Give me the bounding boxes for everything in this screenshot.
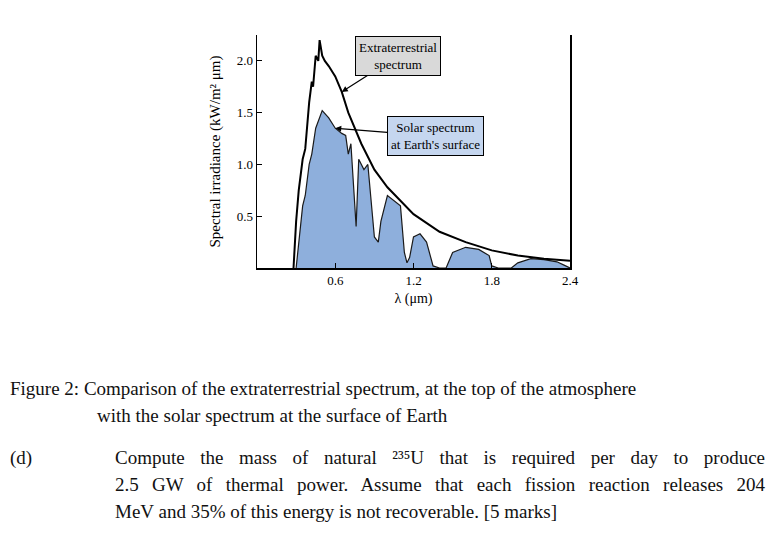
html-text:with the solar spectrum at the: with the solar spectrum at the surface o… (97, 405, 448, 426)
svg-text:λ (μm): λ (μm) (394, 291, 432, 307)
svg-text:2.4: 2.4 (562, 273, 579, 288)
svg-text:1.5: 1.5 (237, 105, 253, 120)
svg-text:Spectral irradiance (kW/m² μm): Spectral irradiance (kW/m² μm) (207, 55, 224, 247)
svg-text:1.0: 1.0 (237, 157, 253, 172)
html-text:(d): (d) (10, 447, 33, 468)
html-text:2.5 GW of thermal power. Assum: 2.5 GW of thermal power. Assume that eac… (115, 474, 765, 495)
svg-text:Solar spectrumat Earth's surfa: Solar spectrumat Earth's surface (391, 120, 480, 152)
svg-text:1.8: 1.8 (484, 273, 500, 288)
html-text:Figure 2: Comparison of the ex: Figure 2: Comparison of the extraterrest… (10, 378, 637, 399)
svg-text:0.5: 0.5 (237, 209, 253, 224)
svg-text:0.6: 0.6 (327, 273, 344, 288)
svg-text:2.0: 2.0 (237, 53, 253, 68)
svg-text:Extraterrestrialspectrum: Extraterrestrialspectrum (359, 40, 437, 72)
html-text:MeV and 35% of this energy is: MeV and 35% of this energy is not recove… (115, 501, 557, 522)
html-text:Compute the mass of natural ²³: Compute the mass of natural ²³⁵U that is… (115, 447, 765, 468)
svg-text:1.2: 1.2 (405, 273, 421, 288)
